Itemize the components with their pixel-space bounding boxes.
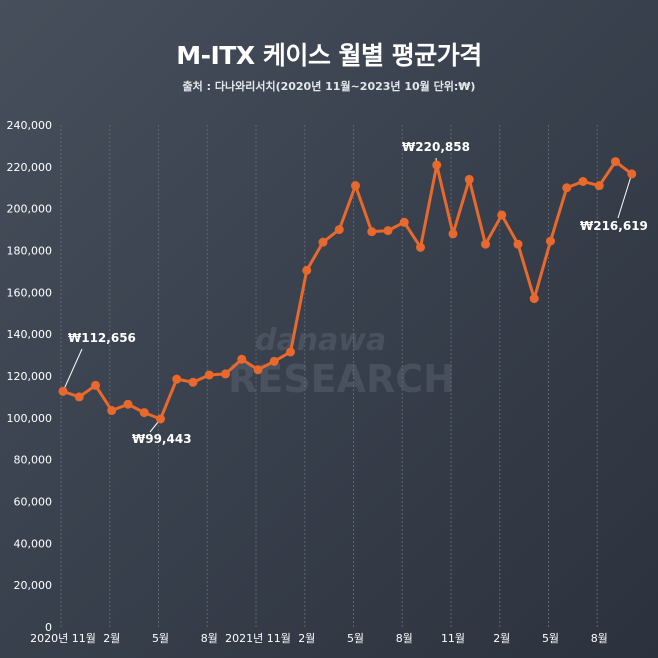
y-axis-ticks: 0 20,000 40,000 60,000 80,000 100,000 120,000 1… <box>7 119 53 634</box>
data-point <box>221 369 230 379</box>
annotation-label: ₩216,619 <box>580 219 648 233</box>
data-point <box>123 399 133 409</box>
annotation-label: ₩99,443 <box>132 432 192 446</box>
y-tick-label: 20,000 <box>14 579 53 592</box>
y-tick-label: 180,000 <box>7 245 53 258</box>
data-point <box>58 386 68 396</box>
data-point <box>562 183 572 193</box>
data-point <box>448 229 458 239</box>
data-point <box>481 239 490 249</box>
y-tick-label: 120,000 <box>7 370 53 383</box>
data-point <box>188 377 198 387</box>
watermark-text: RESEARCH <box>228 357 455 401</box>
data-point <box>432 160 442 170</box>
annotation-label: ₩220,858 <box>402 140 470 154</box>
data-point <box>546 236 555 246</box>
data-point <box>74 392 84 402</box>
data-point <box>416 242 425 252</box>
data-point <box>139 408 149 418</box>
y-tick-label: 220,000 <box>7 161 53 174</box>
y-tick-label: 100,000 <box>7 412 53 425</box>
data-point <box>594 181 604 191</box>
data-point <box>611 157 620 167</box>
data-point <box>286 347 295 357</box>
data-point <box>351 181 360 191</box>
data-point <box>464 174 474 184</box>
data-point <box>367 227 377 237</box>
x-tick-label: 8월 <box>591 632 608 645</box>
x-tick-label: 5월 <box>152 632 169 645</box>
data-point <box>156 414 165 424</box>
data-point <box>172 374 182 384</box>
data-point <box>302 265 312 275</box>
x-tick-label: 5월 <box>542 632 559 645</box>
data-point <box>529 294 539 304</box>
watermark-text: danawa <box>255 323 386 358</box>
y-tick-label: 40,000 <box>14 537 53 550</box>
data-point <box>91 380 100 390</box>
annotation-leader <box>62 348 83 392</box>
x-tick-label: 2월 <box>103 632 120 645</box>
x-tick-label: 2020년 11월 <box>30 632 96 645</box>
chart-subtitle: 출처 : 다나와리서치(2020년 11월~2023년 10월 단위:₩) <box>182 80 476 93</box>
data-point <box>107 406 117 416</box>
data-point <box>513 239 523 249</box>
y-tick-label: 0 <box>45 621 52 634</box>
data-point <box>497 210 507 220</box>
data-point <box>269 356 279 366</box>
data-point <box>204 370 214 380</box>
data-point <box>334 225 344 235</box>
x-tick-label: 2월 <box>298 632 315 645</box>
y-tick-label: 140,000 <box>7 328 53 341</box>
y-tick-label: 240,000 <box>7 119 53 132</box>
chart-title: M-ITX 케이스 월별 평균가격 <box>176 41 482 70</box>
x-tick-label: 2월 <box>493 632 510 645</box>
annotation-leader <box>617 173 633 219</box>
data-point <box>253 365 263 375</box>
data-point <box>237 354 247 364</box>
x-tick-label: 5월 <box>347 632 364 645</box>
x-tick-label: 11월 <box>441 632 465 645</box>
y-tick-label: 80,000 <box>14 454 53 467</box>
x-axis-ticks: 2020년 11월 2월 5월 8월 2021년 11월 2월 5월 8월 11월 2월 5월 8월 <box>30 632 608 645</box>
data-point <box>578 176 588 186</box>
data-point <box>399 217 409 227</box>
data-point <box>627 169 637 179</box>
data-point <box>318 237 328 247</box>
annotations: ₩112,656 ₩99,443 ₩220,858 ₩216,619 <box>68 140 648 446</box>
y-tick-label: 160,000 <box>7 286 53 299</box>
annotation-label: ₩112,656 <box>68 331 136 345</box>
y-tick-label: 60,000 <box>14 496 53 509</box>
y-tick-label: 200,000 <box>7 203 53 216</box>
series-points <box>58 157 637 424</box>
x-tick-label: 8월 <box>396 632 413 645</box>
x-tick-label: 8월 <box>201 632 218 645</box>
x-tick-label: 2021년 11월 <box>225 632 291 645</box>
data-point <box>383 226 393 236</box>
